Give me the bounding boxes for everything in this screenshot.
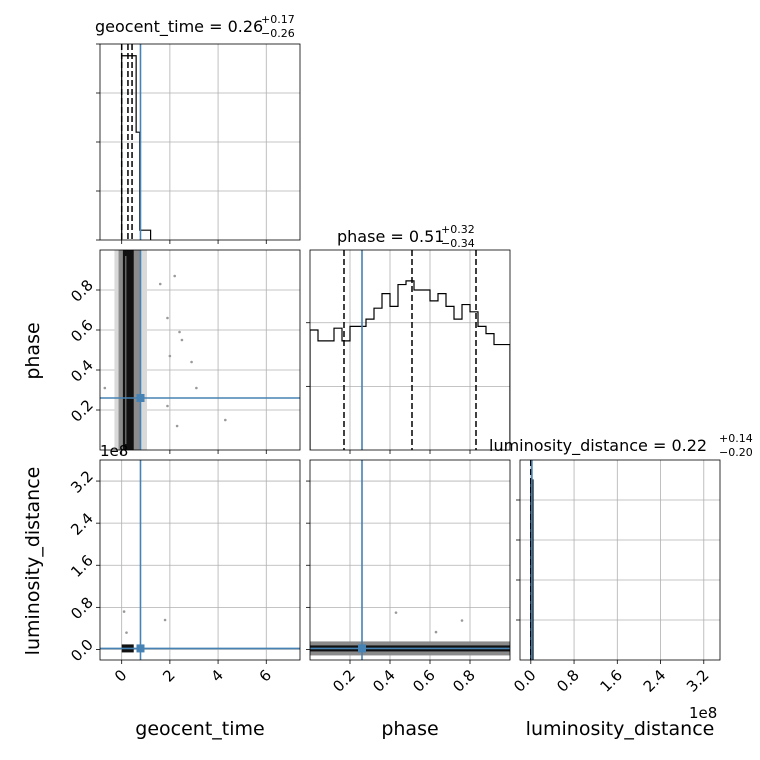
xlabel-luminosity-distance: luminosity_distance xyxy=(526,718,715,740)
ldist-vs-geocent-sample-point-2 xyxy=(163,618,167,622)
luminosity-distance-title-main: luminosity_distance = 0.22 xyxy=(489,436,707,456)
ldist-vs-geocent-sample-point-0 xyxy=(122,610,126,613)
y-offset-text: 1e8 xyxy=(100,442,128,460)
phase-vs-geocent-sample-point-9 xyxy=(158,282,162,286)
panel-luminosity-distance-histogram: 0.0 0.8 1.6 2.4 3.2 xyxy=(510,459,721,696)
luminosity-distance-hist-xtick-label-1: 0.8 xyxy=(553,666,583,696)
luminosity-distance-title-plus: +0.14 xyxy=(719,432,753,445)
geocent-time-title-plus: +0.17 xyxy=(261,13,295,26)
phase-vs-geocent-ytick-label-1: 0.4 xyxy=(67,356,97,386)
phase-vs-geocent-ytick-label-3: 0.8 xyxy=(67,276,97,306)
phase-vs-geocent-ytick-label-2: 0.6 xyxy=(67,316,97,346)
panel-phase-histogram xyxy=(306,249,511,454)
phase-vs-geocent-sample-point-8 xyxy=(175,424,179,428)
ldist-vs-phase-xtick-label-0: 0.2 xyxy=(329,666,359,696)
ldist-vs-geocent-ytick-label-0: 0.0 xyxy=(67,636,97,666)
phase-vs-geocent-sample-point-11 xyxy=(166,404,169,408)
phase-vs-geocent-sample-point-2 xyxy=(180,338,184,342)
phase-hist-frame xyxy=(309,249,511,451)
ldist-vs-geocent-sample-point-1 xyxy=(125,631,128,634)
panel-luminosity-distance-vs-phase: 0.2 0.4 0.6 0.8 xyxy=(306,459,511,696)
phase-vs-geocent-sample-point-5 xyxy=(224,418,227,422)
phase-vs-geocent-sample-point-3 xyxy=(168,354,172,358)
phase-title-plus: +0.32 xyxy=(441,223,475,236)
panel-luminosity-distance-vs-geocent-time: 0.0 0.8 1.6 2.4 3.2 0 2 4 6 xyxy=(67,459,301,686)
ldist-vs-geocent-xtick-label-2: 4 xyxy=(207,666,226,685)
xlabel-geocent-time: geocent_time xyxy=(135,718,264,740)
geocent-time-title: geocent_time = 0.26 xyxy=(95,17,263,37)
ldist-vs-phase-sample-point-1 xyxy=(460,619,464,622)
ldist-vs-geocent-truth-marker xyxy=(136,644,145,653)
ldist-vs-geocent-xtick-label-3: 6 xyxy=(256,666,275,685)
panel-phase-vs-geocent-time: 0.2 0.4 0.6 0.8 xyxy=(67,249,301,454)
phase-vs-geocent-frame xyxy=(99,249,301,451)
luminosity-distance-hist-xtick-label-3: 2.4 xyxy=(640,666,670,696)
luminosity-distance-title-minus: −0.20 xyxy=(719,446,753,459)
ldist-vs-geocent-frame xyxy=(99,459,301,661)
luminosity-distance-hist-frame xyxy=(519,459,721,661)
ldist-vs-phase-xtick-label-1: 0.4 xyxy=(369,666,399,696)
xlabel-phase: phase xyxy=(381,718,438,740)
ldist-vs-phase-sample-point-0 xyxy=(394,611,398,614)
geocent-time-title-main: geocent_time = 0.26 xyxy=(95,17,263,37)
ldist-vs-geocent-ytick-label-4: 3.2 xyxy=(67,467,97,497)
phase-histogram-step xyxy=(310,280,510,450)
ldist-vs-phase-truth-marker xyxy=(358,644,366,653)
phase-vs-geocent-sample-point-7 xyxy=(166,316,169,320)
phase-vs-geocent-truth-marker xyxy=(136,394,145,402)
luminosity-distance-hist-xtick-label-0: 0.0 xyxy=(510,666,540,696)
phase-vs-geocent-sample-point-0 xyxy=(173,274,176,278)
ldist-vs-phase-xtick-label-3: 0.8 xyxy=(449,666,479,696)
ldist-vs-geocent-ytick-label-3: 2.4 xyxy=(67,509,97,539)
geocent-time-title-minus: −0.26 xyxy=(261,27,295,40)
phase-vs-geocent-sample-point-10 xyxy=(103,386,107,390)
luminosity-distance-title: luminosity_distance = 0.22 xyxy=(489,436,707,456)
ldist-vs-geocent-ytick-label-2: 1.6 xyxy=(67,551,97,581)
luminosity-distance-hist-xtick-label-4: 3.2 xyxy=(683,666,713,696)
phase-vs-geocent-sample-point-4 xyxy=(195,386,198,390)
phase-vs-geocent-sample-point-1 xyxy=(178,330,181,334)
ldist-vs-phase-sample-point-2 xyxy=(434,630,438,634)
phase-title: phase = 0.51 xyxy=(337,227,444,246)
x-offset-text: 1e8 xyxy=(689,704,717,722)
phase-title-main: phase = 0.51 xyxy=(337,227,444,246)
phase-title-minus: −0.34 xyxy=(441,237,475,250)
ldist-vs-geocent-xtick-label-1: 2 xyxy=(159,666,178,685)
ldist-vs-geocent-ytick-label-1: 0.8 xyxy=(67,593,97,623)
ldist-vs-phase-frame xyxy=(309,459,511,661)
geocent-time-histogram-step xyxy=(121,55,152,240)
phase-vs-geocent-ytick-label-0: 0.2 xyxy=(67,396,97,426)
phase-vs-geocent-density-core xyxy=(122,250,134,450)
phase-vs-geocent-sample-point-6 xyxy=(190,360,193,364)
ylabel-phase: phase xyxy=(22,322,44,379)
ldist-vs-phase-xtick-label-2: 0.6 xyxy=(409,666,439,696)
ldist-vs-geocent-xtick-label-0: 0 xyxy=(111,666,130,685)
ylabel-luminosity-distance: luminosity_distance xyxy=(22,467,44,656)
luminosity-distance-hist-xtick-label-2: 1.6 xyxy=(597,666,627,696)
panel-geocent-time-histogram xyxy=(96,43,301,244)
